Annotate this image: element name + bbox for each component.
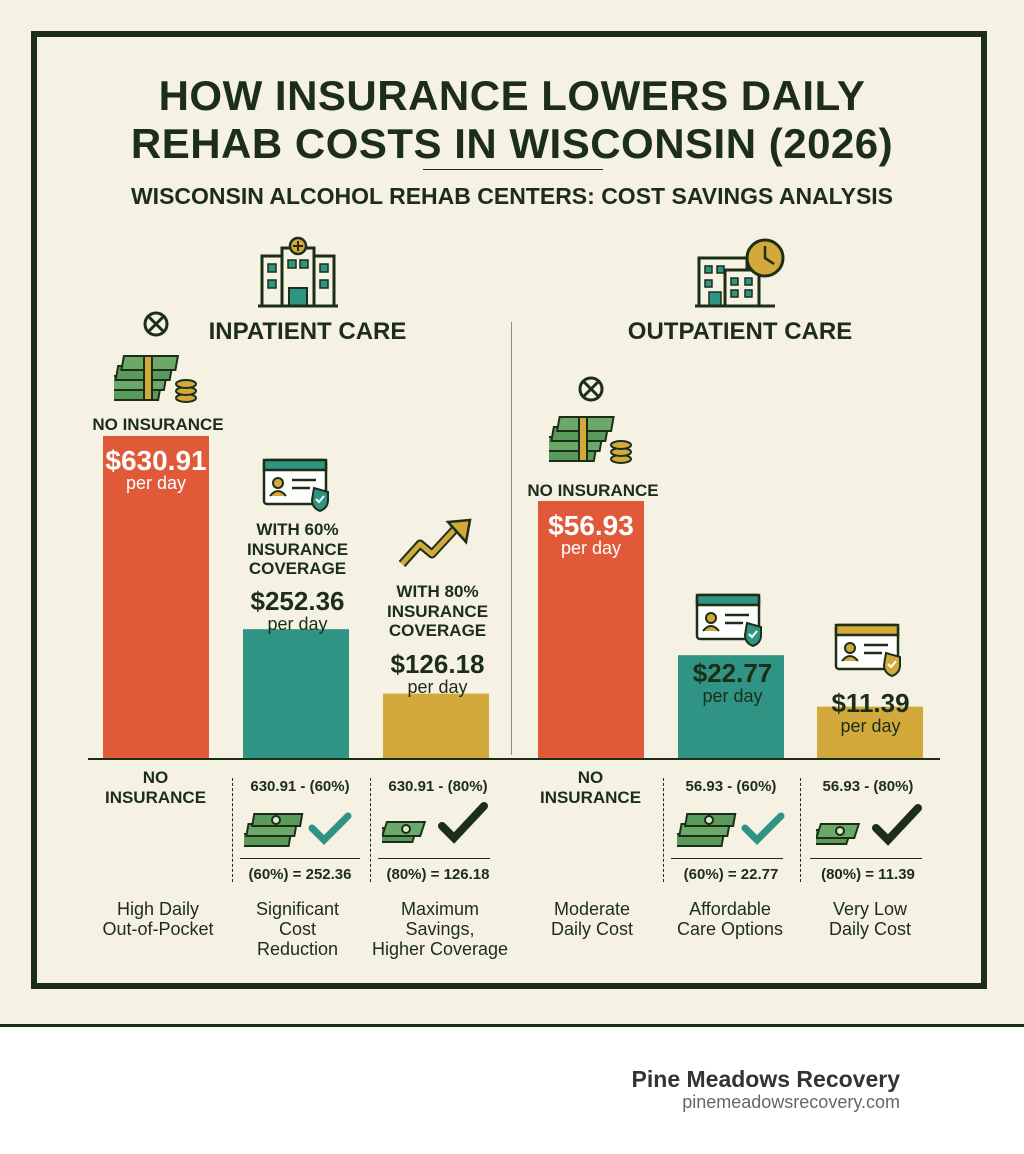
chart-baseline [88,758,940,760]
insurance-card-icon [262,458,329,512]
out-none-unit: per day [560,538,622,558]
out-80-calc-top: 56.93 - (80%) [822,778,914,795]
infographic-frame [31,31,987,989]
no-insurance-cash-icon [549,376,632,464]
title-line-2: REHAB COSTS IN WISCONSIN (2026) [130,120,894,167]
out-80-calc-bottom: (80%) = 11.39 [821,866,915,883]
money-check-icon [816,804,922,846]
trend-up-arrow-icon [398,518,472,568]
money-check-icon [244,812,352,847]
in-60-description: Significant Cost Reduction [230,899,365,959]
breakdown-divider [800,778,801,882]
footer-divider [0,1024,1024,1027]
in-60-label-line: WITH 60% [256,520,339,539]
calc-rule [810,858,922,859]
calc-rule [240,858,360,859]
description-line: Savings, [405,918,475,939]
in-80-label-line: COVERAGE [388,621,487,641]
outpatient-section-title: OUTPATIENT CARE [627,318,853,345]
in-80-description: Maximum Savings, Higher Coverage [360,899,520,959]
description-line: Cost [278,918,316,939]
in-none-unit: per day [125,473,187,493]
in-80-label-line: INSURANCE [386,601,489,621]
in-60-label: WITH 60% INSURANCE COVERAGE [230,520,365,579]
out-60-value: $22.77 [692,658,773,688]
title-divider [423,169,603,170]
in-60-unit: per day [267,614,328,634]
cost-bar-chart [103,436,923,758]
in-none-value: $630.91 [105,445,207,476]
breakdown-line: INSURANCE [539,787,642,807]
title-line-1: HOW INSURANCE LOWERS DAILY [158,72,866,119]
money-check-icon [677,812,785,847]
in-none-bar [103,436,209,758]
brand-url: pinemeadowsrecovery.com [682,1092,900,1112]
in-80-unit: per day [407,677,468,697]
in-none-breakdown: NO INSURANCE [88,768,223,807]
out-60-unit: per day [702,686,763,706]
calc-rule [671,858,783,859]
in-60-calc-top: 630.91 - (60%) [250,778,350,795]
out-80-bar [817,706,923,758]
subtitle: WISCONSIN ALCOHOL REHAB CENTERS: COST SA… [130,183,894,209]
out-80-unit: per day [840,716,901,736]
in-none-description: High Daily Out-of-Pocket [88,899,228,940]
description-line: Very Low [832,899,908,919]
description-line: Moderate [553,899,631,919]
breakdown-line: INSURANCE [104,787,207,807]
no-insurance-cash-icon [114,311,197,403]
out-60-description: Affordable Care Options [660,899,800,940]
in-80-label: WITH 80% INSURANCE COVERAGE [370,582,505,641]
in-80-bar [383,693,489,758]
out-80-description: Very Low Daily Cost [800,899,940,940]
in-60-calc-bottom: (60%) = 252.36 [248,866,352,883]
description-line: Daily Cost [550,918,634,939]
in-80-value: $126.18 [390,649,485,679]
in-60-label-line: COVERAGE [248,559,347,579]
calc-rule [378,858,490,859]
breakdown-line: NO [577,768,604,787]
in-none-label: NO INSURANCE [92,415,224,434]
breakdown-line: NO [142,768,169,787]
insurance-card-icon [834,623,901,677]
breakdown-divider [232,778,233,882]
description-line: Higher Coverage [371,938,509,959]
in-80-label-line: WITH 80% [396,582,479,601]
out-none-bar [538,501,644,758]
money-check-icon [382,802,488,844]
breakdown-divider [370,778,371,882]
in-80-calc-top: 630.91 - (80%) [388,778,488,795]
brand-name: Pine Meadows Recovery [631,1066,900,1092]
out-none-value: $56.93 [548,510,634,541]
section-divider [511,322,512,755]
out-60-calc-bottom: (60%) = 22.77 [683,866,779,883]
clinic-clock-icon [695,238,785,308]
in-60-label-line: INSURANCE [246,539,349,559]
out-60-bar [678,655,784,758]
breakdown-divider [663,778,664,882]
description-line: Significant [255,899,340,919]
hospital-icon [258,236,338,308]
description-line: Reduction [256,938,339,959]
out-60-calc-top: 56.93 - (60%) [685,778,777,795]
in-60-bar [243,629,349,758]
in-60-value: $252.36 [250,586,345,616]
description-line: Affordable [689,899,771,919]
description-line: Out-of-Pocket [102,918,214,939]
footer [0,1027,1024,1154]
description-line: Maximum [400,899,479,919]
insurance-card-icon [695,593,762,647]
description-line: Daily Cost [828,918,912,939]
inpatient-section-title: INPATIENT CARE [208,318,407,345]
in-80-calc-bottom: (80%) = 126.18 [386,866,490,883]
out-none-description: Moderate Daily Cost [522,899,662,940]
out-80-value: $11.39 [831,688,910,718]
out-none-breakdown: NO INSURANCE [523,768,658,807]
out-none-label: NO INSURANCE [527,481,659,500]
description-line: High Daily [116,899,200,919]
description-line: Care Options [676,918,784,939]
